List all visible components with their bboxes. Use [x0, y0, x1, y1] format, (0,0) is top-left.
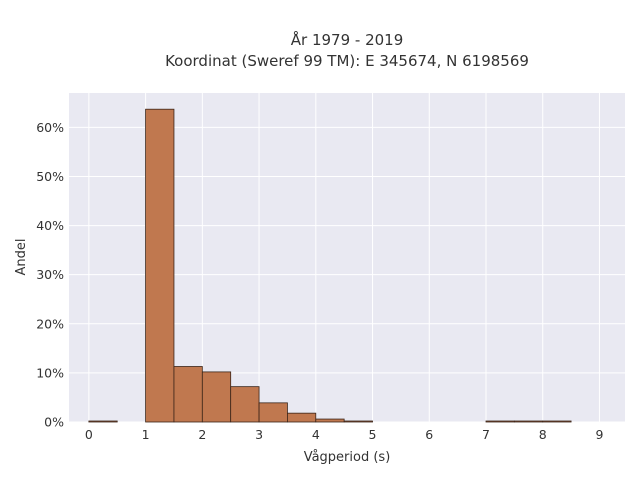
- x-tick-label: 3: [255, 427, 263, 442]
- histogram-bar: [513, 420, 544, 423]
- chart-title: År 1979 - 2019: [291, 30, 404, 49]
- y-tick-label: 60%: [36, 120, 64, 135]
- histogram-bar: [145, 108, 175, 423]
- histogram-bar: [88, 420, 118, 423]
- x-axis-label: Vågperiod (s): [304, 450, 391, 465]
- y-tick-label: 30%: [36, 267, 64, 282]
- y-tick-label: 0%: [44, 415, 64, 430]
- x-tick-label: 1: [142, 427, 150, 442]
- y-tick-label: 10%: [36, 365, 64, 380]
- x-tick-label: 9: [595, 427, 603, 442]
- chart-subtitle: Koordinat (Sweref 99 TM): E 345674, N 61…: [165, 52, 529, 70]
- histogram-bar: [173, 366, 203, 423]
- x-tick-label: 6: [425, 427, 433, 442]
- histogram-bar: [542, 420, 572, 423]
- x-tick-label: 0: [85, 427, 93, 442]
- x-tick-label: 7: [482, 427, 490, 442]
- y-tick-label: 50%: [36, 169, 64, 184]
- y-tick-label: 20%: [36, 316, 64, 331]
- x-tick-label: 2: [198, 427, 206, 442]
- x-tick-label: 5: [369, 427, 377, 442]
- y-axis-ticks: 0% 10% 20% 30% 40% 50% 60%: [36, 120, 64, 430]
- histogram-bars: [88, 108, 572, 423]
- histogram-bar: [485, 420, 515, 423]
- y-tick-label: 40%: [36, 218, 64, 233]
- histogram-bar: [287, 412, 317, 423]
- histogram-bar: [258, 402, 288, 423]
- histogram-bar: [201, 371, 232, 423]
- histogram-bar: [230, 386, 260, 423]
- histogram-bar: [315, 418, 345, 423]
- histogram-bar: [343, 420, 373, 423]
- x-tick-label: 8: [539, 427, 547, 442]
- x-axis-ticks: 0 1 2 3 4 5 6 7 8 9: [85, 427, 604, 442]
- y-axis-label: Andel: [14, 239, 29, 276]
- x-tick-label: 4: [312, 427, 320, 442]
